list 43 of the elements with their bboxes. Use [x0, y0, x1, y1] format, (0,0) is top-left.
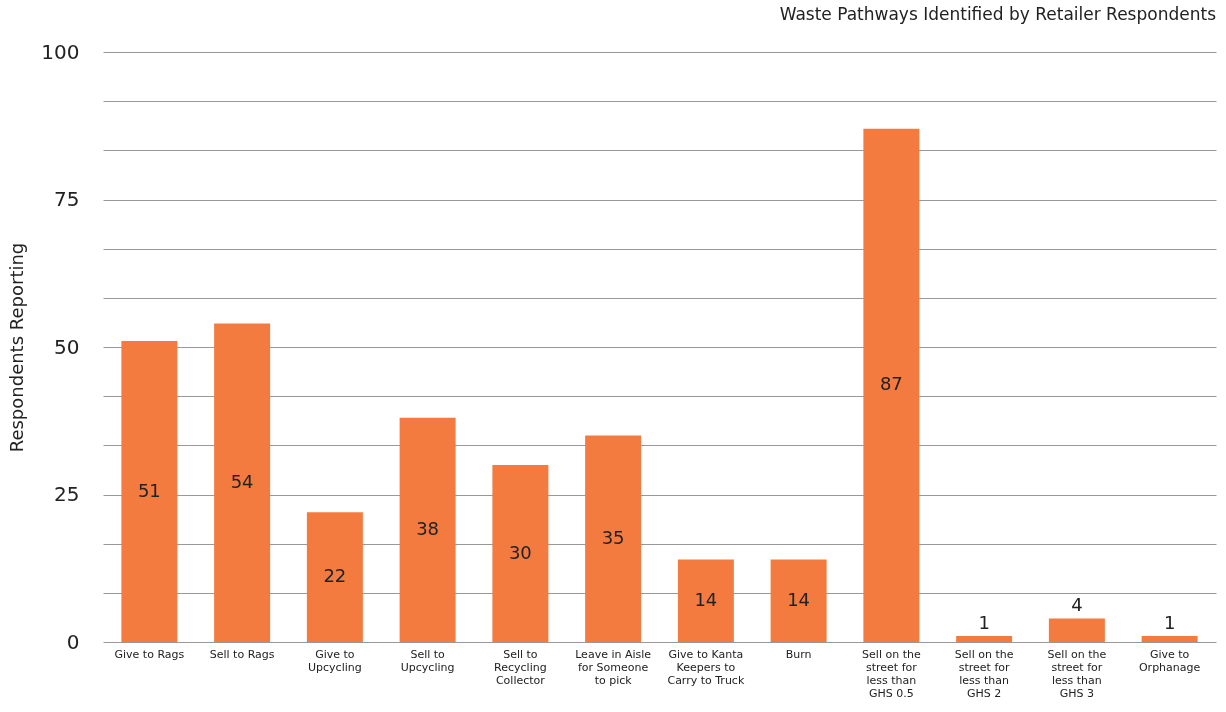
bar [677, 559, 734, 642]
data-label: 35 [601, 526, 625, 548]
data-label: 1 [1163, 612, 1176, 634]
x-tick-label: Sell to Rags [209, 647, 275, 661]
bar [121, 341, 178, 642]
data-label: 30 [508, 541, 532, 563]
x-tick-label: Sell on the street for less than GHS 3 [1047, 647, 1107, 700]
x-tick-label: Sell on the street for less than GHS 2 [954, 647, 1014, 700]
data-label: 51 [137, 479, 161, 501]
bar [492, 465, 549, 642]
bar [863, 128, 920, 642]
bar [399, 417, 456, 642]
x-tick-label: Give to Upcycling [308, 647, 362, 674]
x-tick-label: Leave in Aisle for Someone to pick [575, 647, 652, 687]
x-tick-label: Sell to Recycling Collector [494, 647, 547, 687]
x-tick-label: Sell to Upcycling [400, 647, 455, 674]
y-tick-label: 75 [54, 187, 80, 211]
data-label: 4 [1071, 594, 1083, 616]
bar [770, 559, 827, 642]
bar [214, 323, 271, 642]
chart-title: Waste Pathways Identified by Retailer Respondents [779, 4, 1217, 24]
y-tick-label: 25 [54, 482, 80, 506]
bar [1141, 636, 1198, 642]
x-tick-label: Give to Orphanage [1138, 647, 1201, 674]
x-tick-label: Give to Kanta Keepers to Carry to Truck [667, 647, 745, 687]
x-tick-label: Burn [785, 647, 812, 661]
data-label: 54 [230, 470, 254, 492]
y-tick-label: 0 [66, 629, 80, 654]
bar [1048, 618, 1105, 642]
data-label: 14 [787, 588, 811, 610]
y-tick-label: 50 [54, 334, 80, 359]
bar [956, 636, 1013, 642]
data-label: 38 [416, 517, 440, 539]
bar [585, 435, 642, 642]
x-tick-label: Sell on the street for less than GHS 0.5 [862, 647, 921, 700]
data-label: 87 [879, 373, 903, 395]
bar [306, 512, 363, 642]
y-axis-title: Respondents Reporting [6, 242, 28, 453]
data-label: 1 [978, 612, 990, 634]
data-label: 14 [694, 588, 718, 610]
y-tick-label: 100 [41, 39, 80, 64]
data-label: 22 [323, 565, 347, 587]
x-tick-label: Give to Rags [114, 647, 185, 661]
